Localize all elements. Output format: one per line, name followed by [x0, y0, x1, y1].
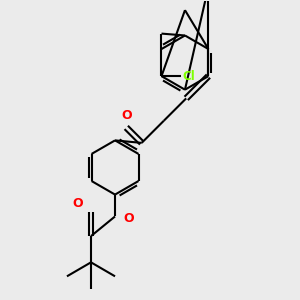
- Text: O: O: [73, 197, 83, 210]
- Text: Cl: Cl: [182, 70, 195, 83]
- Text: O: O: [123, 212, 134, 225]
- Text: O: O: [121, 109, 131, 122]
